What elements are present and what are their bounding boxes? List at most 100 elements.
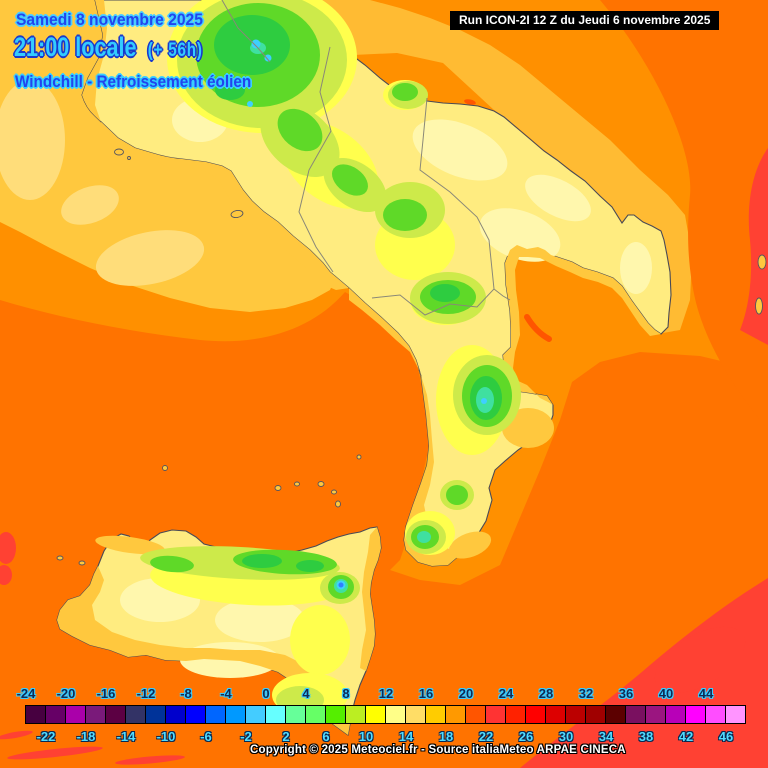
legend-tick-label: 6 bbox=[322, 729, 330, 744]
legend-tick-label: 26 bbox=[518, 729, 534, 744]
island-east-edge-2 bbox=[755, 297, 763, 315]
legend-cell bbox=[646, 706, 665, 723]
legend-tick-label: 8 bbox=[342, 686, 350, 701]
legend-tick-label: 30 bbox=[558, 729, 574, 744]
legend-cell bbox=[26, 706, 45, 723]
island-procida bbox=[127, 156, 131, 160]
legend-cell bbox=[326, 706, 345, 723]
legend-cell bbox=[86, 706, 105, 723]
island-ustica bbox=[162, 465, 168, 471]
legend-cell bbox=[346, 706, 365, 723]
copyright-notice: Copyright © 2025 Meteociel.fr - Source i… bbox=[250, 744, 626, 756]
sea-pale-patches bbox=[0, 80, 230, 286]
sea-deep-orange-northeast bbox=[600, 0, 768, 430]
legend-tick-label: -4 bbox=[220, 686, 232, 701]
legend-cell bbox=[46, 706, 65, 723]
legend-tick-label: -6 bbox=[200, 729, 212, 744]
legend-cell bbox=[526, 706, 545, 723]
legend-tick-label: 32 bbox=[578, 686, 594, 701]
legend-tick-label: 14 bbox=[398, 729, 414, 744]
island-aeolian-1 bbox=[274, 485, 282, 491]
legend-tick-label: -18 bbox=[76, 729, 96, 744]
legend-tick-label: 4 bbox=[302, 686, 310, 701]
legend-tick-label: -8 bbox=[180, 686, 192, 701]
legend-cell bbox=[186, 706, 205, 723]
legend-cell bbox=[66, 706, 85, 723]
legend-tick-label: -14 bbox=[116, 729, 136, 744]
legend-tick-label: 34 bbox=[598, 729, 614, 744]
legend-tick-label: 18 bbox=[438, 729, 454, 744]
legend-cell bbox=[686, 706, 705, 723]
island-capri bbox=[230, 209, 244, 219]
legend-cell bbox=[606, 706, 625, 723]
legend-tick-label: 46 bbox=[718, 729, 734, 744]
legend-cell bbox=[446, 706, 465, 723]
etna-blue-core bbox=[338, 582, 344, 588]
legend-tick-label: 2 bbox=[282, 729, 290, 744]
legend-cell bbox=[206, 706, 225, 723]
forecast-offset: (+ 56h) bbox=[147, 40, 203, 61]
legend-tick-label: 36 bbox=[618, 686, 634, 701]
legend-cell bbox=[146, 706, 165, 723]
legend-tick-label: 20 bbox=[458, 686, 474, 701]
island-egadi-1 bbox=[56, 555, 64, 561]
legend-cell bbox=[166, 706, 185, 723]
legend-cell bbox=[246, 706, 265, 723]
island-aeolian-4 bbox=[331, 489, 337, 495]
legend-cell bbox=[726, 706, 745, 723]
legend-cell bbox=[266, 706, 285, 723]
legend-tick-label: -22 bbox=[36, 729, 56, 744]
variable-label: Windchill - Refroissement éolien bbox=[15, 72, 252, 91]
legend-cell bbox=[486, 706, 505, 723]
legend-tick-label: 10 bbox=[358, 729, 374, 744]
sea-gulf-taranto-warm-streak bbox=[524, 314, 552, 342]
legend-tick-label: -24 bbox=[16, 686, 36, 701]
legend-tick-label: 44 bbox=[698, 686, 714, 701]
island-aeolian-3 bbox=[317, 481, 325, 487]
island-egadi-2 bbox=[78, 560, 86, 566]
legend-cell bbox=[506, 706, 525, 723]
legend-tick-label: 40 bbox=[658, 686, 674, 701]
legend-tick-label: -12 bbox=[136, 686, 156, 701]
legend-cell bbox=[286, 706, 305, 723]
legend-cell bbox=[226, 706, 245, 723]
sea-tyrrhenian-amber bbox=[0, 0, 336, 312]
legend-cell bbox=[706, 706, 725, 723]
legend-cell bbox=[306, 706, 325, 723]
legend-cell bbox=[586, 706, 605, 723]
legend-cell bbox=[626, 706, 645, 723]
date-label: Samedi 8 novembre 2025 bbox=[16, 10, 203, 29]
legend-cell bbox=[666, 706, 685, 723]
island-ischia bbox=[114, 148, 124, 156]
legend-cell bbox=[126, 706, 145, 723]
legend-tick-label: -16 bbox=[96, 686, 116, 701]
legend-tick-label: 28 bbox=[538, 686, 554, 701]
model-run-info: Run ICON-2I 12 Z du Jeudi 6 novembre 202… bbox=[450, 11, 720, 30]
legend-cell bbox=[366, 706, 385, 723]
island-east-edge-1 bbox=[757, 254, 767, 270]
legend-tick-label: 16 bbox=[418, 686, 434, 701]
legend-tick-label: -10 bbox=[156, 729, 176, 744]
legend-cell bbox=[106, 706, 125, 723]
islands bbox=[56, 148, 767, 566]
temperature-legend: -24 -20 -16 -12 -8 -4 0 4 8 12 16 20 24 28 32 36 40 44 -22… bbox=[0, 685, 768, 768]
legend-cell bbox=[386, 706, 405, 723]
time-label: 21:00 locale (+ 56h) bbox=[14, 32, 203, 63]
legend-cell bbox=[426, 706, 445, 723]
sea-adriatic-warm-dash bbox=[464, 99, 476, 105]
island-aeolian-6 bbox=[356, 454, 362, 460]
region-borders bbox=[221, 0, 511, 316]
land bbox=[56, 0, 672, 736]
local-time: 21:00 locale bbox=[14, 32, 137, 62]
legend-cell bbox=[406, 706, 425, 723]
legend-cell bbox=[466, 706, 485, 723]
legend-tick-label: -2 bbox=[240, 729, 252, 744]
land-pale-patches bbox=[120, 98, 652, 678]
legend-tick-label: 24 bbox=[498, 686, 514, 701]
legend-cell bbox=[546, 706, 565, 723]
legend-cells bbox=[25, 705, 746, 724]
legend-tick-label: 0 bbox=[262, 686, 270, 701]
legend-tick-label: 22 bbox=[478, 729, 494, 744]
